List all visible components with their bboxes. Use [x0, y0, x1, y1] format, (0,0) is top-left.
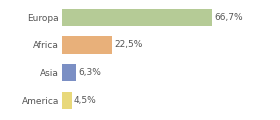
Bar	[62, 36, 112, 54]
Text: 22,5%: 22,5%	[115, 40, 143, 49]
Text: 6,3%: 6,3%	[78, 68, 101, 77]
Bar	[62, 92, 72, 109]
Bar	[62, 9, 212, 26]
Text: 66,7%: 66,7%	[214, 13, 243, 22]
Bar	[62, 64, 76, 81]
Text: 4,5%: 4,5%	[74, 96, 97, 105]
